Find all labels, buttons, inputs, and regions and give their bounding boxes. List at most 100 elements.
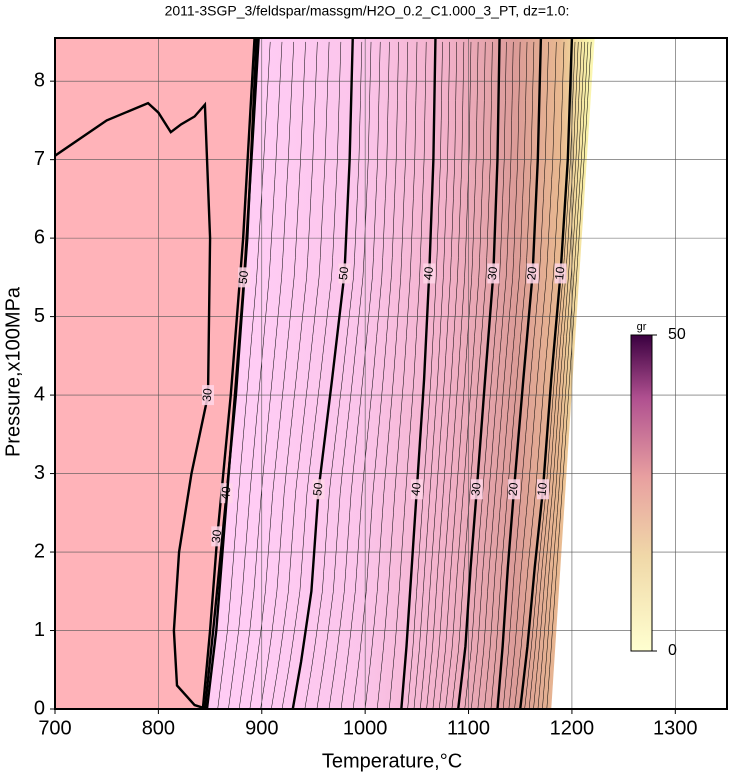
chart-title: 2011-3SGP_3/feldspar/massgm/H2O_0.2_C1.0…	[165, 3, 570, 19]
minor-contour	[464, 41, 507, 709]
contour-label-bg	[338, 263, 351, 284]
minor-contour	[451, 41, 493, 709]
minor-contour	[260, 41, 318, 709]
contour-label: 20	[506, 481, 521, 496]
minor-contour	[376, 41, 418, 709]
contour-label: 30	[209, 529, 224, 544]
minor-contour	[249, 41, 306, 709]
minor-contour	[528, 41, 579, 709]
y-tick-label: 2	[34, 540, 45, 562]
contour-line	[496, 38, 543, 709]
minor-contour	[438, 41, 479, 709]
colorbar	[630, 334, 653, 652]
colorbar-tick-label: 0	[668, 642, 677, 659]
colorbar-tick-label: 50	[668, 326, 686, 343]
contour-label-bg	[536, 479, 549, 500]
contour-label: 50	[310, 481, 325, 496]
y-tick-label: 0	[34, 697, 45, 719]
contour-label-bg	[487, 263, 500, 284]
contour-line	[400, 38, 437, 709]
contour-line	[457, 38, 501, 709]
colorbar-label: gr	[637, 321, 647, 333]
minor-contour	[490, 41, 535, 709]
minor-contour	[445, 41, 486, 709]
y-tick-label: 4	[34, 383, 45, 405]
contour-label-bg	[238, 267, 251, 288]
x-tick-label: 1300	[653, 717, 698, 739]
contour-label: 50	[236, 270, 251, 285]
minor-contour	[328, 41, 381, 709]
minor-contour	[502, 41, 549, 709]
minor-contour	[477, 41, 521, 709]
minor-contour	[352, 41, 399, 709]
minor-contour	[508, 41, 557, 709]
minor-contour	[281, 41, 342, 709]
plot-area: 30 30 40 50 50 50 40 40 30 30 20 20 10 10	[55, 38, 727, 709]
contour-label-bg	[554, 263, 567, 284]
contour-label: 10	[534, 481, 549, 496]
minor-contour	[524, 41, 576, 709]
contour-label-bg	[470, 479, 483, 500]
region-fill	[55, 38, 257, 709]
minor-contour	[217, 41, 271, 709]
contour-line	[291, 38, 354, 709]
contour-label: 20	[524, 266, 539, 281]
minor-contour	[364, 41, 409, 709]
minor-contour	[537, 41, 585, 709]
minor-contour	[271, 41, 330, 709]
minor-contour	[389, 41, 427, 709]
contour-line	[205, 38, 260, 709]
contour-label: 30	[468, 481, 483, 496]
y-tick-label: 6	[34, 226, 45, 248]
minor-contour	[514, 41, 565, 709]
minor-contour	[426, 41, 465, 709]
contour-line	[55, 101, 212, 709]
contour-label-bg	[508, 479, 521, 500]
minor-contour	[407, 41, 443, 709]
minor-contour	[413, 41, 450, 709]
contour-line	[201, 38, 256, 709]
contour-label-bg	[312, 479, 325, 500]
contour-label-bg	[423, 263, 436, 284]
x-axis-label: Temperature,°C	[322, 750, 462, 772]
y-tick-label: 1	[34, 619, 45, 641]
y-tick-label: 7	[34, 148, 45, 170]
overlay: 700 800 900 1000 1100 1200 1300 0 1 2 3 4 5 6 7 8 gr 0 50	[34, 37, 728, 739]
minor-contour	[304, 41, 363, 709]
x-tick-label: 1200	[550, 717, 595, 739]
contour-label-bg	[410, 479, 423, 500]
x-tick-label: 1100	[447, 717, 490, 739]
contour-label: 50	[336, 266, 351, 281]
y-axis-label: Pressure,x100MPa	[2, 286, 24, 457]
y-tick-label: 5	[34, 305, 45, 327]
x-tick-label: 700	[38, 717, 71, 739]
contour-label: 30	[485, 266, 500, 281]
y-tick-label: 8	[34, 69, 45, 91]
contour-line	[519, 38, 574, 709]
minor-contour	[228, 41, 283, 709]
minor-contour	[238, 41, 295, 709]
x-tick-label: 800	[142, 717, 175, 739]
minor-contour	[533, 41, 582, 709]
minor-contour	[542, 41, 589, 709]
minor-contour	[420, 41, 458, 709]
x-tick-label: 900	[245, 717, 278, 739]
minor-contour	[546, 41, 592, 709]
plot-frame	[54, 37, 728, 710]
contour-label-bg	[202, 385, 215, 406]
minor-contour	[316, 41, 372, 709]
x-tick-label: 1000	[343, 717, 388, 739]
contour-label-bg	[211, 526, 224, 547]
y-tick-label: 3	[34, 462, 45, 484]
minor-contour	[432, 41, 472, 709]
contour-label: 40	[218, 485, 233, 500]
contour-label: 30	[200, 387, 215, 402]
contour-label-bg	[526, 263, 539, 284]
minor-contour	[484, 41, 528, 709]
minor-contour	[340, 41, 390, 709]
minor-contour	[471, 41, 514, 709]
contour-label: 40	[408, 481, 423, 496]
contour-label: 40	[421, 266, 436, 281]
contour-label: 10	[552, 266, 567, 281]
